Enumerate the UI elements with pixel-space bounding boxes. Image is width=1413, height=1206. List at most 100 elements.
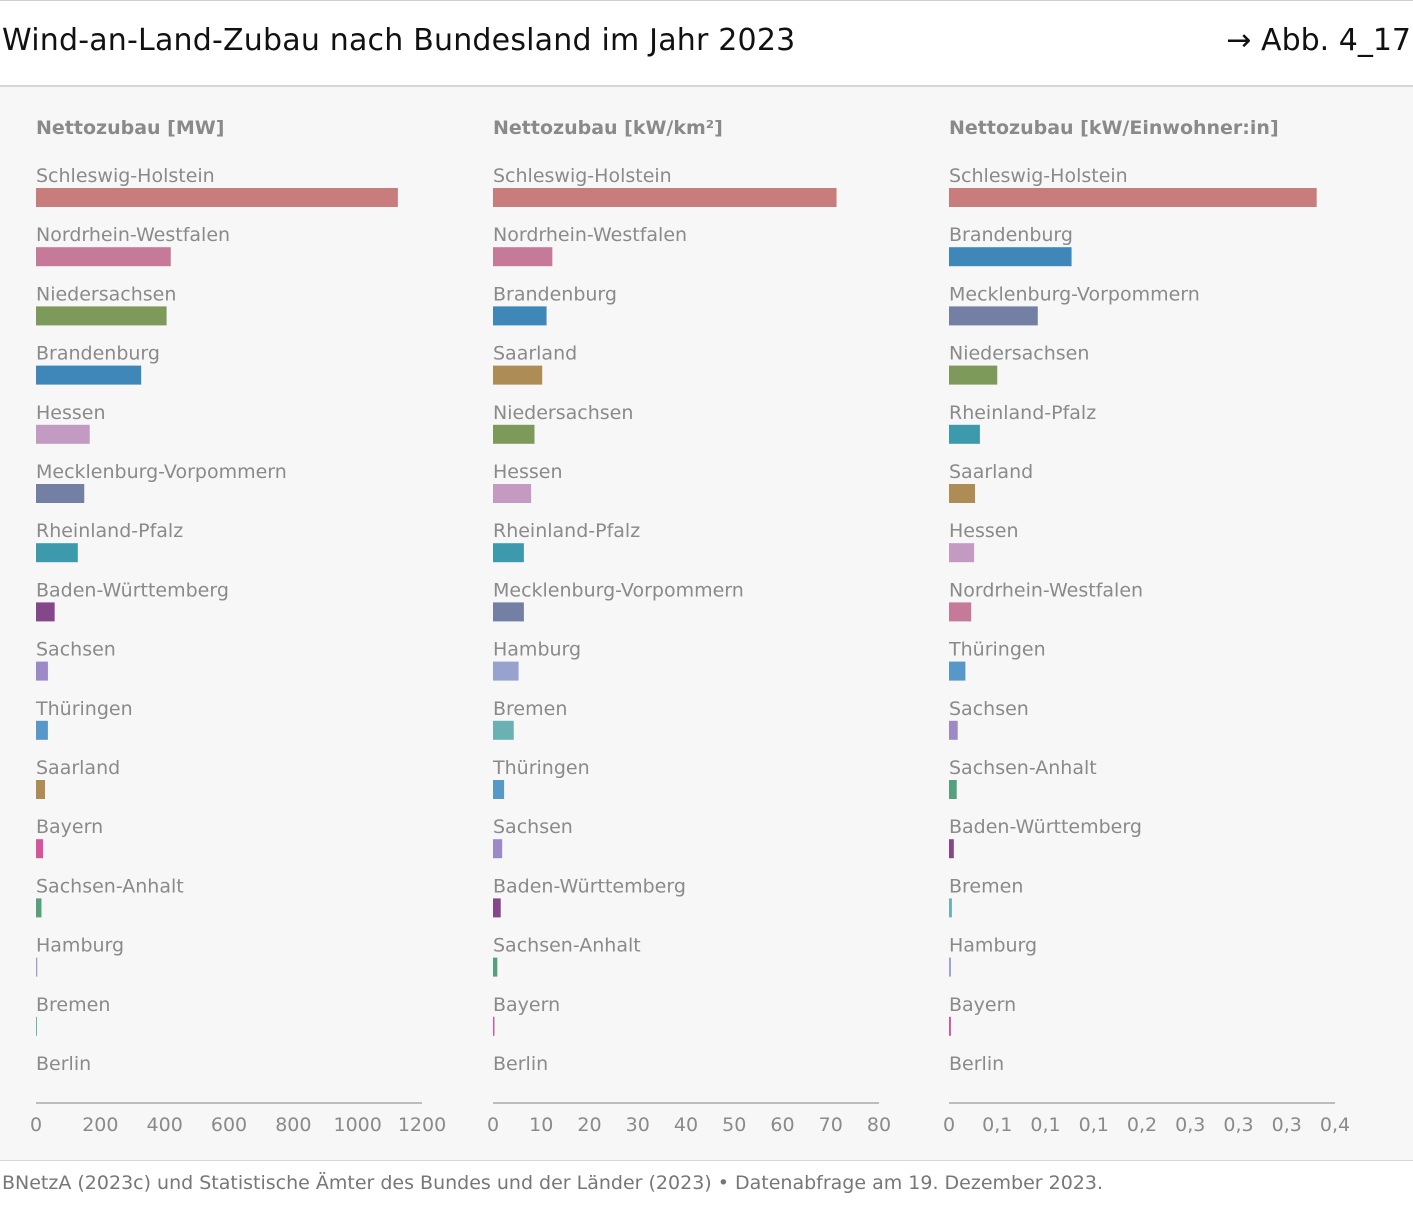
bar[interactable] bbox=[949, 720, 958, 740]
category-label: Schleswig-Holstein bbox=[493, 165, 672, 187]
bar[interactable] bbox=[949, 484, 976, 503]
x-tick-label: 600 bbox=[211, 1114, 247, 1136]
bar[interactable] bbox=[36, 720, 48, 740]
category-label: Sachsen bbox=[949, 698, 1029, 720]
bar[interactable] bbox=[493, 484, 532, 503]
bar[interactable] bbox=[493, 898, 501, 918]
category-label: Thüringen bbox=[35, 698, 133, 720]
bar[interactable] bbox=[493, 365, 543, 385]
category-label: Schleswig-Holstein bbox=[949, 165, 1128, 187]
category-label: Niedersachsen bbox=[949, 343, 1089, 365]
bar[interactable] bbox=[949, 247, 1072, 267]
top-divider bbox=[0, 0, 1413, 1]
category-label: Hessen bbox=[949, 520, 1019, 542]
bar[interactable] bbox=[36, 780, 46, 799]
bar[interactable] bbox=[949, 957, 951, 977]
category-label: Berlin bbox=[36, 1053, 91, 1075]
panel-3-title: Nettozubau [kW/Einwohner:in] bbox=[949, 117, 1279, 139]
bar[interactable] bbox=[493, 720, 514, 740]
panel-1-title: Nettozubau [MW] bbox=[36, 117, 224, 139]
bar[interactable] bbox=[493, 602, 524, 622]
bar[interactable] bbox=[493, 247, 553, 267]
bar[interactable] bbox=[36, 247, 171, 267]
x-tick-label: 1000 bbox=[333, 1114, 381, 1136]
x-tick-label: 400 bbox=[147, 1114, 183, 1136]
x-tick-label: 10 bbox=[529, 1114, 553, 1136]
bar[interactable] bbox=[949, 188, 1317, 207]
x-tick-label: 20 bbox=[577, 1114, 601, 1136]
category-label: Thüringen bbox=[948, 639, 1046, 661]
category-label: Hessen bbox=[493, 461, 563, 483]
category-label: Hamburg bbox=[493, 639, 581, 661]
category-label: Bremen bbox=[493, 698, 567, 720]
bar[interactable] bbox=[493, 306, 547, 326]
bar[interactable] bbox=[949, 661, 966, 681]
category-label: Hamburg bbox=[36, 935, 124, 957]
bar[interactable] bbox=[36, 661, 48, 681]
x-tick-label: 0 bbox=[487, 1114, 499, 1136]
category-label: Mecklenburg-Vorpommern bbox=[36, 461, 287, 483]
bar[interactable] bbox=[493, 188, 837, 207]
bar[interactable] bbox=[949, 306, 1038, 326]
category-label: Saarland bbox=[949, 461, 1033, 483]
bar[interactable] bbox=[36, 898, 42, 918]
category-label: Sachsen bbox=[36, 639, 116, 661]
category-label: Bayern bbox=[949, 994, 1016, 1016]
chart-title: Wind-an-Land-Zubau nach Bundesland im Ja… bbox=[2, 23, 796, 58]
category-label: Sachsen bbox=[493, 816, 573, 838]
bar[interactable] bbox=[949, 543, 975, 563]
bar[interactable] bbox=[36, 188, 398, 207]
bar[interactable] bbox=[949, 780, 957, 799]
bar[interactable] bbox=[949, 602, 972, 622]
x-tick-label: 0,3 bbox=[1175, 1114, 1205, 1136]
category-label: Baden-Württemberg bbox=[493, 875, 686, 897]
x-tick-label: 40 bbox=[674, 1114, 698, 1136]
x-tick-label: 0,3 bbox=[1272, 1114, 1302, 1136]
bar[interactable] bbox=[36, 306, 167, 326]
bar[interactable] bbox=[493, 424, 535, 444]
x-tick-label: 0,1 bbox=[982, 1114, 1012, 1136]
category-label: Brandenburg bbox=[493, 283, 617, 305]
x-tick-label: 60 bbox=[770, 1114, 794, 1136]
bar[interactable] bbox=[949, 424, 980, 444]
category-label: Hessen bbox=[36, 402, 106, 424]
category-label: Saarland bbox=[493, 343, 577, 365]
figure-reference-link[interactable]: → Abb. 4_17 bbox=[1226, 23, 1411, 58]
bar[interactable] bbox=[493, 839, 503, 859]
x-tick-label: 200 bbox=[82, 1114, 118, 1136]
category-label: Sachsen-Anhalt bbox=[493, 935, 641, 957]
category-label: Thüringen bbox=[492, 757, 590, 779]
x-tick-label: 30 bbox=[626, 1114, 650, 1136]
bar[interactable] bbox=[36, 424, 90, 444]
bar[interactable] bbox=[949, 365, 998, 385]
bar[interactable] bbox=[36, 602, 55, 622]
x-tick-label: 70 bbox=[819, 1114, 843, 1136]
category-label: Sachsen-Anhalt bbox=[36, 875, 184, 897]
x-tick-label: 0 bbox=[943, 1114, 955, 1136]
x-tick-label: 0,1 bbox=[1079, 1114, 1109, 1136]
bar[interactable] bbox=[36, 543, 78, 563]
bar[interactable] bbox=[949, 1016, 951, 1036]
bar[interactable] bbox=[36, 365, 142, 385]
bar[interactable] bbox=[493, 780, 505, 799]
bar[interactable] bbox=[36, 1016, 37, 1036]
category-label: Mecklenburg-Vorpommern bbox=[493, 579, 744, 601]
bar[interactable] bbox=[493, 661, 519, 681]
bar[interactable] bbox=[36, 957, 38, 977]
bar[interactable] bbox=[949, 839, 954, 859]
bar[interactable] bbox=[493, 1016, 495, 1036]
bar[interactable] bbox=[949, 898, 952, 918]
x-tick-label: 1200 bbox=[398, 1114, 446, 1136]
x-tick-label: 80 bbox=[867, 1114, 891, 1136]
bar[interactable] bbox=[493, 957, 498, 977]
bar[interactable] bbox=[36, 484, 85, 503]
charts-svg: Nettozubau [MW] Schleswig-Holstein Nordrhe… bbox=[30, 117, 1350, 1136]
bar[interactable] bbox=[493, 543, 524, 563]
category-label: Rheinland-Pfalz bbox=[493, 520, 640, 542]
source-note: BNetzA (2023c) und Statistische Ämter de… bbox=[2, 1172, 1104, 1194]
chart-panel: Nettozubau [MW] Schleswig-Holstein Nordrhe… bbox=[0, 87, 1413, 1161]
bar[interactable] bbox=[36, 839, 44, 859]
x-tick-label: 0,4 bbox=[1320, 1114, 1350, 1136]
category-label: Mecklenburg-Vorpommern bbox=[949, 283, 1200, 305]
category-label: Rheinland-Pfalz bbox=[949, 402, 1096, 424]
